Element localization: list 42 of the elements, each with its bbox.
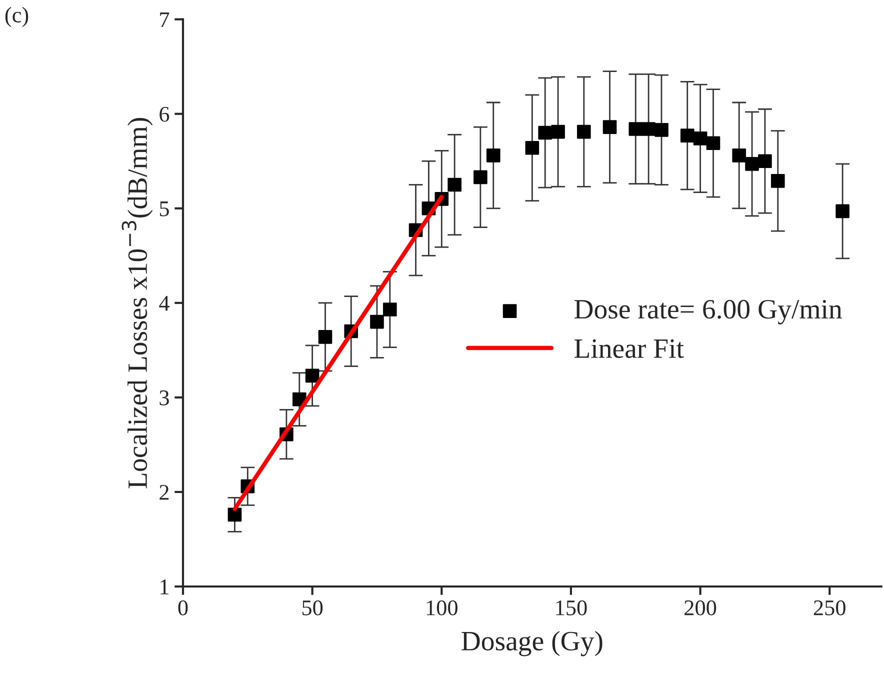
point [732,148,746,162]
y-tick-label: 7 [160,12,170,28]
point [680,128,694,142]
point [370,314,384,329]
x-axis-title: Dosage (Gy) [462,630,602,656]
point [525,140,540,155]
point [770,174,785,188]
point [693,132,708,146]
point [576,124,591,139]
x-tick-label: 150 [556,600,587,616]
point [383,302,397,316]
point [745,157,759,171]
point [474,170,488,184]
x-tick-label: 100 [426,600,458,616]
x-tick-label: 250 [814,600,846,616]
y-tick-label: 5 [160,202,169,216]
y-tick-label: 2 [160,484,169,500]
x-tick-label: 0 [178,600,188,616]
point [318,330,332,344]
y-tick-label: 6 [160,106,170,122]
x-tick-label: 50 [302,600,323,616]
point [551,124,565,139]
y-tick-label: 1 [160,580,168,594]
point [228,508,242,522]
point [836,204,850,218]
point [448,178,462,192]
x-tick-label: 200 [684,600,716,616]
point [642,122,656,136]
chart-title: (c) [5,6,28,28]
y-tick-label: 3 [160,390,169,406]
point [486,148,500,162]
legend-label: Dose rate= 6.00 Gy/min [574,300,842,324]
point [654,123,668,137]
point [628,122,643,136]
y-axis-title: Localized Losses x10$^{−3}$(dB/mm) [122,118,153,488]
legend-label: Linear Fit [574,339,684,358]
point [706,136,720,150]
point [758,154,772,168]
point [602,120,617,134]
point [305,368,320,383]
y-tick-label: 4 [159,296,170,311]
point [538,126,552,140]
